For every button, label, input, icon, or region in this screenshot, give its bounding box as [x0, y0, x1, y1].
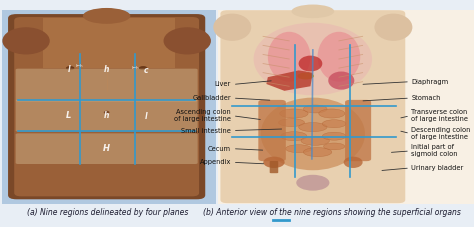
Text: Diaphragm: Diaphragm: [411, 79, 448, 85]
Ellipse shape: [83, 8, 130, 24]
Ellipse shape: [263, 157, 284, 168]
Ellipse shape: [374, 14, 412, 41]
Text: l←h: l←h: [131, 66, 139, 70]
FancyBboxPatch shape: [258, 100, 286, 161]
Text: h: h: [104, 65, 109, 74]
Text: c: c: [144, 66, 148, 75]
FancyBboxPatch shape: [345, 100, 371, 161]
Ellipse shape: [297, 73, 314, 79]
Text: Ascending colon
of large intestine: Ascending colon of large intestine: [174, 109, 231, 122]
Ellipse shape: [280, 109, 308, 118]
Ellipse shape: [2, 27, 50, 54]
FancyBboxPatch shape: [14, 17, 199, 196]
FancyBboxPatch shape: [16, 69, 198, 101]
Polygon shape: [266, 70, 313, 91]
Text: Initial part of
sigmoid colon: Initial part of sigmoid colon: [411, 144, 458, 158]
Text: h: h: [104, 111, 109, 120]
FancyBboxPatch shape: [8, 14, 205, 199]
Ellipse shape: [322, 120, 346, 128]
FancyBboxPatch shape: [220, 10, 405, 203]
Text: Stomach: Stomach: [411, 95, 441, 101]
FancyBboxPatch shape: [270, 161, 278, 173]
FancyBboxPatch shape: [16, 100, 198, 132]
Ellipse shape: [319, 109, 345, 118]
Text: Gallbladder: Gallbladder: [192, 95, 231, 101]
Ellipse shape: [278, 118, 304, 126]
Ellipse shape: [296, 175, 329, 191]
Text: (a) Nine regions delineated by four planes: (a) Nine regions delineated by four plan…: [27, 208, 189, 217]
Ellipse shape: [139, 66, 147, 70]
Text: L: L: [66, 111, 72, 120]
Ellipse shape: [254, 23, 372, 95]
Text: Cecum: Cecum: [208, 146, 231, 152]
FancyBboxPatch shape: [16, 133, 198, 164]
Polygon shape: [43, 18, 175, 68]
Text: l←h: l←h: [76, 64, 83, 68]
Ellipse shape: [301, 136, 329, 145]
Ellipse shape: [281, 132, 307, 141]
Ellipse shape: [292, 5, 334, 18]
Ellipse shape: [318, 32, 360, 82]
Bar: [218, 10, 474, 204]
Text: Small intestine: Small intestine: [181, 128, 231, 133]
Ellipse shape: [164, 27, 211, 54]
Ellipse shape: [285, 145, 312, 153]
Text: Urinary bladder: Urinary bladder: [411, 165, 464, 171]
Ellipse shape: [303, 148, 332, 157]
Text: Transverse colon
of large intestine: Transverse colon of large intestine: [411, 109, 468, 122]
Ellipse shape: [213, 14, 251, 41]
Ellipse shape: [299, 56, 322, 72]
Text: l: l: [145, 112, 147, 121]
Ellipse shape: [323, 143, 345, 150]
Text: Liver: Liver: [215, 81, 231, 87]
Ellipse shape: [322, 132, 346, 140]
Ellipse shape: [303, 105, 327, 113]
Text: Appendix: Appendix: [200, 159, 231, 165]
Text: H: H: [103, 144, 110, 153]
Bar: [2, 10, 216, 204]
Text: l: l: [67, 65, 70, 74]
Ellipse shape: [268, 32, 310, 82]
Ellipse shape: [104, 111, 109, 114]
Ellipse shape: [328, 72, 354, 90]
Ellipse shape: [66, 66, 74, 70]
Text: (b) Anterior view of the nine regions showing the superficial organs: (b) Anterior view of the nine regions sh…: [203, 208, 461, 217]
Text: Descending colon
of large intestine: Descending colon of large intestine: [411, 127, 471, 140]
Ellipse shape: [344, 157, 363, 168]
Ellipse shape: [299, 123, 327, 132]
Ellipse shape: [261, 98, 365, 170]
